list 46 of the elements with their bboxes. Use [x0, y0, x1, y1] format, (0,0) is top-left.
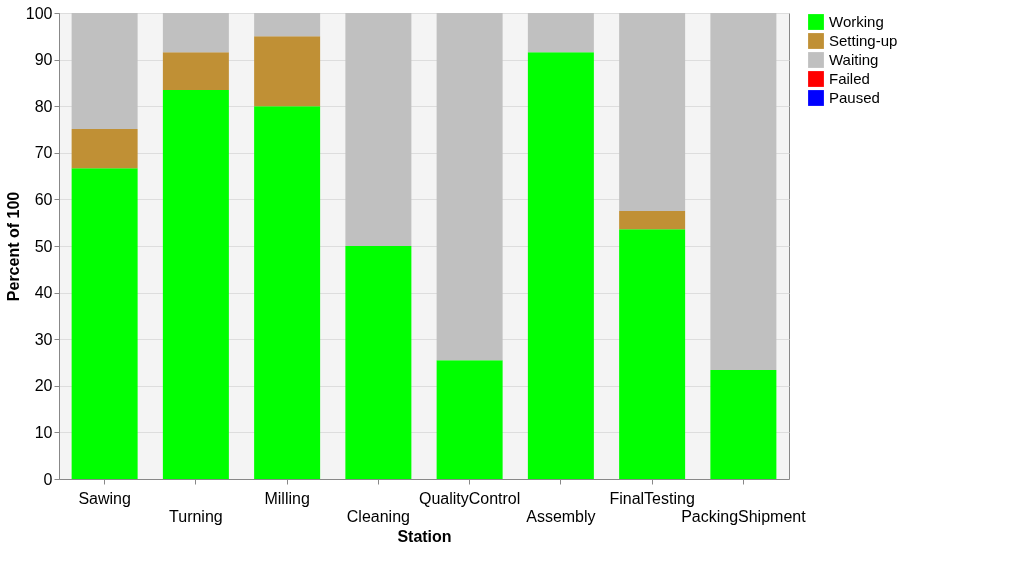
- y-tick-label: 80: [34, 97, 53, 115]
- x-tick-label: FinalTesting: [609, 489, 695, 507]
- x-tick-label: Cleaning: [346, 507, 410, 525]
- bar: [162, 52, 229, 90]
- y-tick-label: 0: [43, 470, 53, 488]
- x-tick-label: Turning: [169, 507, 223, 525]
- bar: [71, 168, 138, 479]
- bar: [345, 13, 412, 246]
- bar: [619, 229, 686, 479]
- bar: [619, 211, 686, 230]
- bar: [71, 129, 138, 169]
- bar: [527, 52, 594, 479]
- y-tick-label: 10: [34, 423, 53, 441]
- bar: [436, 13, 503, 361]
- legend-label: Paused: [829, 89, 880, 106]
- x-tick-label: QualityControl: [418, 489, 521, 507]
- y-tick-label: 70: [34, 144, 53, 162]
- legend-label: Failed: [829, 70, 870, 87]
- legend-label: Working: [829, 13, 884, 30]
- y-tick-label: 40: [34, 284, 53, 302]
- legend-label: Waiting: [829, 51, 879, 68]
- x-tick-label: PackingShipment: [681, 507, 807, 525]
- y-tick-label: 60: [34, 190, 53, 208]
- y-tick-label: 30: [34, 330, 53, 348]
- bar: [710, 13, 777, 370]
- y-tick-label: 20: [34, 377, 53, 395]
- x-axis-title: Station: [397, 527, 452, 545]
- bar: [345, 246, 412, 479]
- legend-label: Setting-up: [829, 32, 898, 49]
- y-tick-label: 90: [34, 51, 53, 69]
- x-tick-label: Sawing: [78, 489, 131, 507]
- y-tick-label: 50: [34, 237, 53, 255]
- bar: [254, 13, 321, 37]
- bar: [254, 106, 321, 479]
- bar: [619, 13, 686, 212]
- y-axis-title: Percent of 100: [4, 191, 22, 302]
- bar: [162, 13, 229, 53]
- x-tick-label: Milling: [264, 489, 310, 507]
- x-tick-label: Assembly: [526, 507, 596, 525]
- y-tick-label: 100: [25, 4, 53, 22]
- bar: [162, 89, 229, 479]
- bar: [254, 36, 321, 107]
- bar: [71, 13, 138, 130]
- bar: [527, 13, 594, 53]
- bar: [710, 369, 777, 479]
- bar: [436, 360, 503, 479]
